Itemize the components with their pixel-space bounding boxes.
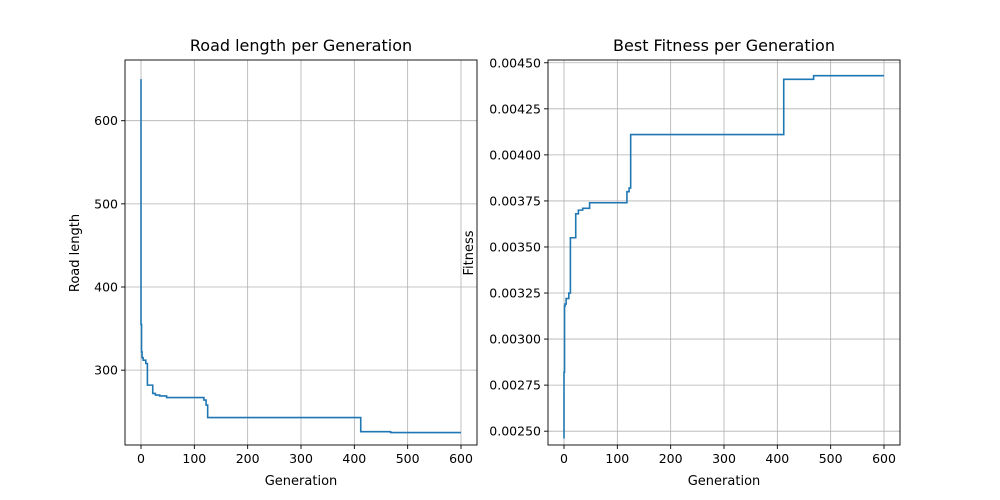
x-tick-label: 0: [137, 451, 145, 466]
x-tick-label: 400: [765, 451, 789, 466]
y-tick-label: 0.00300: [489, 332, 541, 347]
x-tick-label: 500: [819, 451, 843, 466]
y-tick-label: 400: [94, 280, 118, 295]
y-tick-label: 0.00425: [489, 101, 541, 116]
x-tick-label: 300: [289, 451, 313, 466]
road-length-chart: Road length per Generation Generation Ro…: [68, 36, 478, 489]
x-tick-label: 200: [659, 451, 683, 466]
x-tick-label: 100: [605, 451, 629, 466]
series-line: [563, 74, 884, 439]
x-axis-label: Generation: [265, 474, 338, 489]
y-axis-label: Fitness: [462, 230, 477, 275]
y-axis-label: Road length: [68, 214, 83, 292]
y-tick-label: 0.00325: [489, 286, 541, 301]
y-tick-label: 600: [94, 113, 118, 128]
x-tick-label: 200: [236, 451, 260, 466]
y-tick-label: 0.00350: [489, 239, 541, 254]
y-tick-label: 0.00450: [489, 55, 541, 70]
y-tick-label: 0.00275: [489, 378, 541, 393]
y-tick-label: 300: [94, 363, 118, 378]
series-line: [140, 79, 461, 434]
y-tick-label: 500: [94, 196, 118, 211]
y-tick-label: 0.00250: [489, 424, 541, 439]
x-tick-label: 600: [872, 451, 896, 466]
x-tick-label: 500: [396, 451, 420, 466]
x-axis-label: Generation: [688, 474, 761, 489]
x-tick-label: 100: [182, 451, 206, 466]
chart-title: Best Fitness per Generation: [613, 36, 835, 55]
x-tick-label: 300: [712, 451, 736, 466]
x-tick-label: 600: [449, 451, 473, 466]
chart-title: Road length per Generation: [190, 36, 412, 55]
y-tick-label: 0.00375: [489, 193, 541, 208]
x-tick-label: 400: [342, 451, 366, 466]
best-fitness-chart: Best Fitness per Generation Generation F…: [462, 36, 901, 489]
y-tick-label: 0.00400: [489, 147, 541, 162]
x-tick-label: 0: [560, 451, 568, 466]
